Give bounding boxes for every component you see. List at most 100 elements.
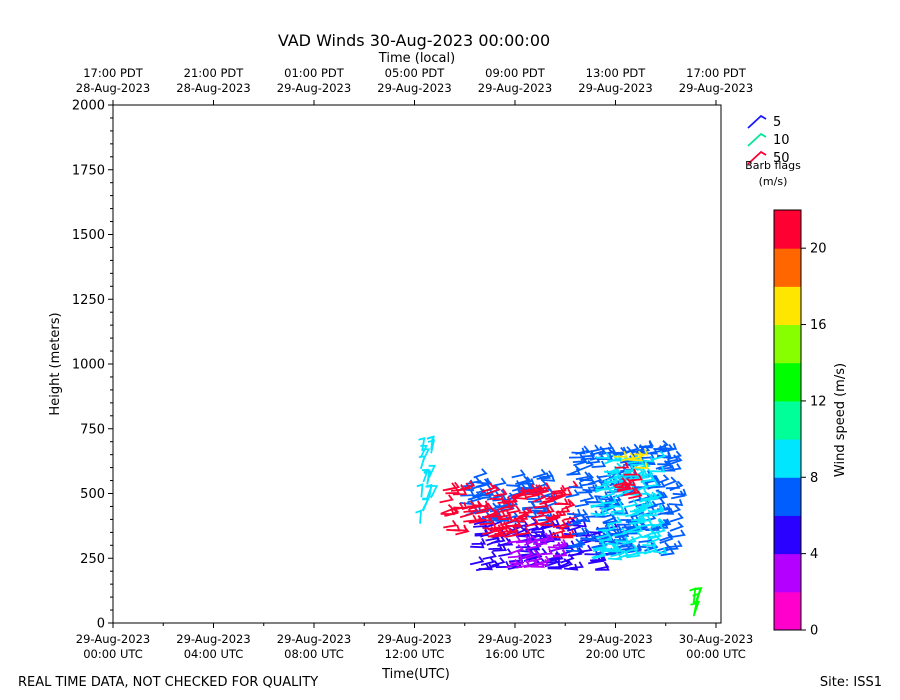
wind-barb: [595, 479, 610, 489]
wind-barb: [603, 543, 619, 551]
wind-barb: [546, 511, 561, 519]
wind-barb: [450, 502, 465, 511]
y-tick-label: 0: [97, 617, 105, 632]
wind-barb: [630, 513, 646, 522]
wind-barb: [536, 555, 551, 565]
wind-barb: [516, 527, 531, 536]
wind-barb: [672, 488, 687, 496]
wind-barb: [561, 529, 577, 537]
wind-barb: [485, 484, 500, 496]
wind-barb: [567, 508, 582, 516]
wind-barb: [613, 450, 628, 458]
wind-barb: [471, 479, 486, 490]
x-tick-time: 20:00 UTC: [586, 647, 646, 661]
wind-barb: [595, 452, 611, 460]
wind-barb: [452, 488, 468, 496]
colorbar-tick-label: 12: [810, 394, 827, 409]
wind-barb: [602, 515, 618, 525]
wind-barb: [506, 480, 521, 487]
wind-barb: [640, 474, 655, 484]
wind-barb: [573, 508, 589, 518]
wind-barb: [469, 556, 485, 566]
wind-barb: [579, 492, 595, 503]
wind-barb: [588, 475, 603, 485]
wind-barb: [631, 505, 647, 516]
wind-barb: [614, 507, 629, 515]
wind-barb: [536, 472, 551, 480]
top-tick-time: 17:00 PDT: [686, 66, 747, 80]
wind-barb: [525, 549, 541, 560]
wind-barb: [513, 486, 528, 497]
wind-barb: [468, 500, 484, 510]
wind-barb: [515, 475, 530, 485]
wind-region-red-band: [439, 480, 579, 539]
wind-barb: [628, 454, 643, 462]
colorbar-tick-label: 0: [810, 624, 818, 639]
wind-barb: [603, 544, 618, 553]
wind-barb: [533, 500, 549, 509]
x-tick-date: 29-Aug-2023: [277, 632, 351, 646]
wind-barb: [602, 522, 617, 533]
wind-barb: [627, 545, 642, 554]
wind-barb: [526, 540, 542, 550]
wind-barb: [614, 535, 630, 543]
wind-barb: [668, 540, 683, 548]
barb-legend-label: 5: [773, 115, 781, 130]
wind-barb: [592, 541, 608, 550]
wind-barb: [580, 532, 595, 540]
colorbar-segment: [774, 324, 801, 364]
barb-legend-entry: 50: [747, 150, 790, 166]
wind-barb: [655, 474, 670, 485]
colorbar-tick-label: 16: [810, 318, 827, 333]
wind-region-red-east: [613, 461, 643, 500]
x-tick-time: 16:00 UTC: [485, 647, 545, 661]
wind-barb: [517, 507, 532, 518]
wind-barb: [478, 563, 493, 571]
colorbar-segment: [774, 591, 801, 631]
wind-barb: [607, 523, 623, 532]
top-tick-date: 29-Aug-2023: [478, 81, 552, 95]
wind-barb: [591, 460, 607, 468]
wind-barb: [485, 508, 501, 519]
wind-barb: [463, 514, 478, 523]
wind-barb: [595, 561, 610, 571]
wind-barb: [492, 477, 507, 487]
wind-barb: [519, 549, 534, 560]
y-tick-label: 1000: [72, 358, 105, 373]
wind-barb: [667, 463, 682, 472]
x-tick-date: 29-Aug-2023: [578, 632, 652, 646]
wind-barb: [542, 494, 557, 504]
wind-barb: [671, 529, 686, 538]
wind-barb: [614, 461, 630, 469]
wind-barb: [564, 563, 579, 571]
wind-barb: [477, 514, 492, 522]
wind-barb: [582, 484, 597, 492]
wind-barb: [507, 550, 523, 559]
colorbar-segment: [774, 553, 801, 593]
wind-barb: [665, 482, 681, 490]
wind-barb: [573, 456, 588, 467]
wind-barb: [499, 527, 514, 537]
wind-barb: [524, 535, 539, 547]
wind-barb: [623, 499, 639, 509]
wind-barb: [621, 452, 636, 462]
plot-axes: 0 250 500 750 1000 1250 1500 1750 2000 29-Aug-202…: [72, 66, 753, 661]
wind-barb: [552, 484, 567, 493]
x-tick-time: 04:00 UTC: [184, 647, 244, 661]
wind-barb: [516, 559, 531, 569]
top-tick-date: 28-Aug-2023: [76, 81, 150, 95]
wind-barb: [491, 557, 506, 567]
wind-barb: [518, 476, 533, 487]
wind-barb: [443, 519, 458, 529]
wind-barb: [578, 544, 593, 553]
wind-barb: [497, 509, 512, 519]
wind-barb: [669, 521, 684, 532]
wind-barb: [555, 505, 571, 514]
wind-barb: [643, 447, 659, 455]
wind-barb: [612, 527, 628, 537]
wind-barb: [421, 468, 430, 483]
wind-barb: [539, 519, 555, 527]
barb-legend-label: 10: [773, 133, 790, 148]
wind-barb: [511, 469, 526, 479]
colorbar: 0 4 8 12 16 20: [773, 209, 827, 639]
